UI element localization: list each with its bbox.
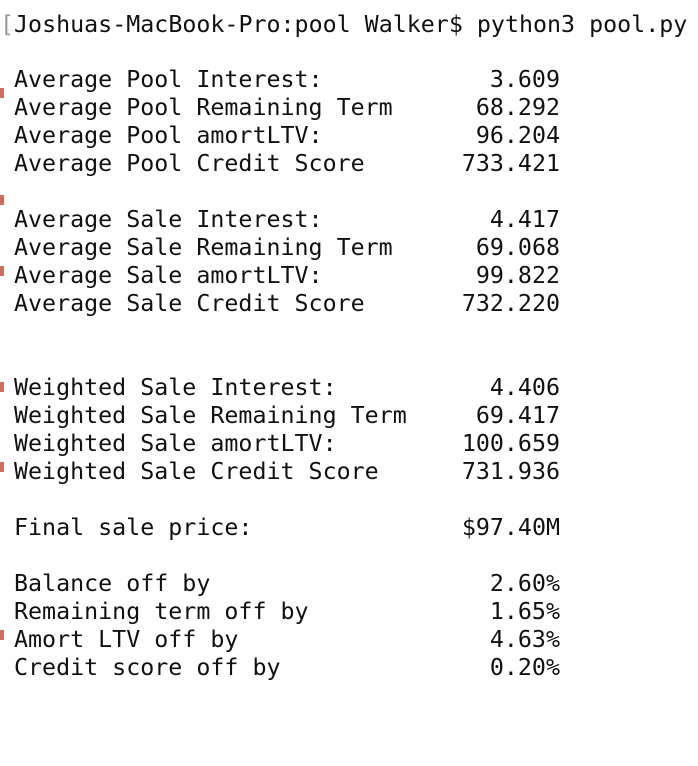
- output-row: Average Pool Remaining Term 68.292: [14, 94, 560, 122]
- edge-mark: [0, 630, 4, 640]
- edge-mark: [0, 462, 4, 472]
- output-row: Weighted Sale amortLTV: 100.659: [14, 430, 560, 458]
- output-row: Final sale price: $97.40M: [14, 514, 560, 542]
- row-value: 69.417: [475, 402, 560, 429]
- prompt-text: Joshuas-MacBook-Pro:pool Walker$ python3…: [14, 11, 688, 38]
- terminal-window[interactable]: [Joshuas-MacBook-Pro:pool Walker$ python…: [0, 0, 698, 694]
- row-label: Remaining term off by: [14, 598, 309, 625]
- row-value: 4.417: [489, 206, 560, 233]
- row-value: $97.40M: [461, 514, 560, 541]
- edge-mark: [0, 382, 4, 392]
- edge-mark: [0, 195, 4, 205]
- row-value: 69.068: [475, 234, 560, 261]
- output-row: Average Pool Credit Score 733.421: [14, 150, 560, 178]
- output-row: Amort LTV off by 4.63%: [14, 626, 560, 654]
- row-value: 731.936: [461, 458, 560, 485]
- row-value: 732.220: [461, 290, 560, 317]
- row-value: 2.60%: [489, 570, 560, 597]
- row-value: 0.20%: [489, 654, 560, 681]
- row-value: 4.406: [489, 374, 560, 401]
- row-label: Average Pool Credit Score: [14, 150, 365, 177]
- output-row: Average Sale Interest: 4.417: [14, 206, 560, 234]
- row-value: 99.822: [475, 262, 560, 289]
- row-value: 4.63%: [489, 626, 560, 653]
- row-value: 1.65%: [489, 598, 560, 625]
- row-label: Credit score off by: [14, 654, 281, 681]
- row-label: Average Sale Credit Score: [14, 290, 365, 317]
- row-value: 733.421: [461, 150, 560, 177]
- output-row: Balance off by 2.60%: [14, 570, 560, 598]
- prompt-bracket: [: [0, 11, 15, 38]
- edge-mark: [0, 266, 4, 276]
- edge-mark: [0, 88, 4, 98]
- output-row: Average Sale amortLTV: 99.822: [14, 262, 560, 290]
- row-label: Weighted Sale amortLTV:: [14, 430, 337, 457]
- row-label: Weighted Sale Remaining Term: [14, 402, 407, 429]
- output-row: Weighted Sale Credit Score 731.936: [14, 458, 560, 486]
- row-label: Average Sale Remaining Term: [14, 234, 393, 261]
- row-label: Average Sale Interest:: [14, 206, 323, 233]
- output-row: Credit score off by 0.20%: [14, 654, 560, 682]
- row-label: Weighted Sale Credit Score: [14, 458, 379, 485]
- row-value: 96.204: [475, 122, 560, 149]
- row-label: Average Pool Interest:: [14, 66, 323, 93]
- row-label: Average Sale amortLTV:: [14, 262, 323, 289]
- row-value: 100.659: [461, 430, 560, 457]
- output-row: Weighted Sale Remaining Term 69.417: [14, 402, 560, 430]
- row-value: 68.292: [475, 94, 560, 121]
- row-label: Amort LTV off by: [14, 626, 239, 653]
- output-row: Average Sale Remaining Term 69.068: [14, 234, 560, 262]
- command-prompt: [Joshuas-MacBook-Pro:pool Walker$ python…: [0, 10, 687, 40]
- output-row: Weighted Sale Interest: 4.406: [14, 374, 560, 402]
- row-label: Final sale price:: [14, 514, 253, 541]
- output-row: Average Pool Interest: 3.609: [14, 66, 560, 94]
- row-label: Weighted Sale Interest:: [14, 374, 337, 401]
- output-row: Average Sale Credit Score 732.220: [14, 290, 560, 318]
- row-label: Balance off by: [14, 570, 211, 597]
- output-row: Average Pool amortLTV: 96.204: [14, 122, 560, 150]
- row-label: Average Pool amortLTV:: [14, 122, 323, 149]
- output-row: Remaining term off by 1.65%: [14, 598, 560, 626]
- row-label: Average Pool Remaining Term: [14, 94, 393, 121]
- row-value: 3.609: [489, 66, 560, 93]
